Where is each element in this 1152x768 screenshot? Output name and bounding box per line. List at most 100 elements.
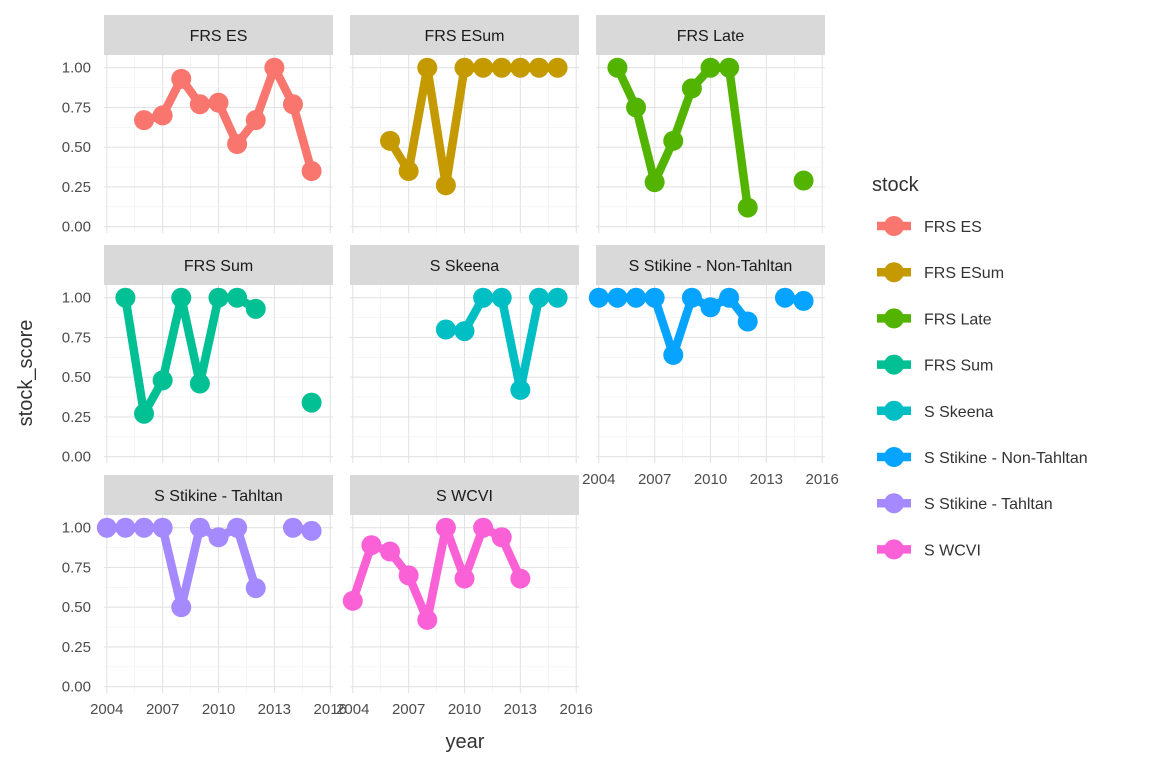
data-point-s-wcvi — [361, 535, 382, 556]
data-point-frs-es — [301, 161, 322, 182]
data-point-frs-sum — [301, 392, 322, 413]
data-point-frs-sum — [115, 287, 136, 308]
data-point-frs-esum — [528, 57, 549, 78]
data-point-frs-sum — [189, 373, 210, 394]
legend-item-s-stikine-non-tahltan: S Stikine - Non-Tahltan — [877, 447, 1088, 467]
data-point-frs-late — [700, 57, 721, 78]
legend-key-point — [884, 400, 904, 421]
legend-label: S Stikine - Tahltan — [924, 496, 1053, 513]
y-axis-title: stock_score — [15, 320, 37, 427]
data-point-frs-late — [626, 97, 647, 118]
data-point-frs-es — [152, 105, 173, 126]
data-point-s-skeena — [435, 319, 456, 340]
data-point-s-stikine-non-tahltan — [588, 287, 609, 308]
data-point-s-skeena — [473, 287, 494, 308]
x-tick-label: 2016 — [806, 471, 839, 488]
data-point-frs-esum — [473, 57, 494, 78]
data-point-s-stikine-tahltan — [208, 527, 229, 548]
data-point-frs-late — [607, 57, 628, 78]
data-point-frs-esum — [510, 57, 531, 78]
data-point-s-stikine-non-tahltan — [774, 287, 795, 308]
data-point-s-stikine-non-tahltan — [737, 311, 758, 332]
strip-s-skeena — [350, 245, 579, 285]
data-point-s-skeena — [510, 379, 531, 400]
legend-key-point — [884, 216, 904, 236]
strip-label-s-skeena: S Skeena — [430, 258, 499, 275]
legend-key-point — [884, 447, 904, 467]
legend-item-s-skeena: S Skeena — [877, 400, 993, 421]
strip-s-wcvi — [350, 475, 579, 515]
data-point-s-stikine-tahltan — [189, 517, 210, 538]
y-tick-label: 0.75 — [62, 99, 91, 116]
data-point-frs-es — [227, 134, 248, 154]
x-tick-label: 2004 — [582, 471, 615, 488]
series-line-s-skeena — [445, 293, 558, 395]
strip-frs-es — [104, 15, 333, 55]
panel-frs-es: FRS ES 0.00 0.25 0.50 0.75 1.00 — [62, 15, 333, 236]
legend-label: S Stikine - Non-Tahltan — [924, 450, 1088, 467]
strip-label-s-wcvi: S WCVI — [436, 488, 493, 505]
legend-key-point — [884, 493, 904, 514]
x-tick-label: 2007 — [146, 701, 179, 718]
panel-frs-sum: FRS Sum 0.00 0.25 0.50 0.75 1.00 — [62, 245, 333, 466]
data-point-s-stikine-non-tahltan — [793, 290, 814, 311]
data-point-s-stikine-non-tahltan — [663, 344, 684, 365]
data-point-s-stikine-tahltan — [115, 517, 136, 538]
strip-label-s-stikine-non-tahltan: S Stikine - Non-Tahltan — [629, 258, 793, 275]
data-point-frs-esum — [417, 57, 438, 78]
legend-item-s-wcvi: S WCVI — [877, 539, 981, 560]
data-point-s-stikine-non-tahltan — [719, 287, 740, 308]
data-point-frs-esum — [454, 57, 475, 78]
data-point-s-wcvi — [342, 590, 363, 611]
legend-label: S WCVI — [924, 542, 981, 559]
y-tick-label: 1.00 — [62, 520, 91, 537]
data-point-frs-es — [208, 92, 229, 113]
data-point-frs-esum — [380, 130, 401, 151]
x-axis-title: year — [446, 731, 485, 753]
y-tick-label: 1.00 — [62, 290, 91, 307]
legend-key-point — [884, 308, 904, 329]
data-point-s-stikine-tahltan — [171, 597, 192, 618]
strip-label-s-stikine-tahltan: S Stikine - Tahltan — [154, 488, 283, 505]
data-point-s-stikine-tahltan — [96, 517, 117, 538]
legend-key-point — [884, 354, 904, 375]
data-point-s-wcvi — [491, 527, 512, 548]
strip-s-stikine-non-tahltan — [596, 245, 825, 285]
data-point-s-wcvi — [380, 541, 401, 562]
legend-key-point — [884, 262, 904, 283]
x-tick-label: 2016 — [560, 701, 593, 718]
panel-s-stikine-tahltan: S Stikine - Tahltan 0.00 0.25 0.50 0.75 1.00 2… — [62, 475, 347, 718]
panel-s-skeena: S Skeena — [350, 245, 579, 463]
legend-title: stock — [872, 174, 920, 196]
legend-item-frs-sum: FRS Sum — [877, 354, 993, 375]
data-point-s-skeena — [454, 321, 475, 342]
y-tick-label: 0.50 — [62, 599, 91, 616]
data-point-frs-sum — [152, 370, 173, 391]
panel-s-wcvi: S WCVI 2004 2007 2010 2013 2016 — [336, 475, 593, 718]
series-line-frs-es — [142, 63, 316, 173]
y-tick-label: 0.50 — [62, 369, 91, 386]
data-point-s-stikine-non-tahltan — [607, 287, 628, 308]
data-point-s-stikine-tahltan — [134, 517, 155, 538]
data-point-s-skeena — [491, 287, 512, 308]
x-tick-label: 2013 — [504, 701, 537, 718]
data-point-frs-esum — [435, 175, 456, 196]
y-tick-label: 0.25 — [62, 409, 91, 426]
panel-frs-late: FRS Late — [596, 15, 825, 233]
data-point-s-skeena — [528, 287, 549, 308]
data-point-s-wcvi — [398, 565, 419, 586]
legend-label: FRS ES — [924, 219, 982, 236]
legend-key-point — [884, 539, 904, 560]
strip-label-frs-sum: FRS Sum — [184, 258, 253, 275]
data-point-frs-sum — [171, 287, 192, 308]
data-point-s-wcvi — [417, 609, 438, 630]
data-point-frs-es — [282, 94, 303, 115]
x-tick-label: 2010 — [694, 471, 727, 488]
data-point-s-stikine-tahltan — [227, 517, 248, 538]
data-point-frs-esum — [547, 57, 568, 78]
data-point-s-stikine-tahltan — [301, 520, 322, 541]
strip-frs-sum — [104, 245, 333, 285]
x-tick-label: 2007 — [638, 471, 671, 488]
data-point-s-wcvi — [454, 568, 475, 589]
